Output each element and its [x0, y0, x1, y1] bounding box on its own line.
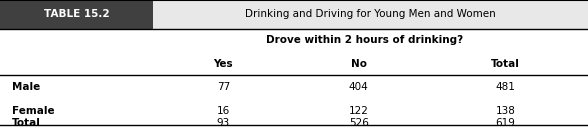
Text: Drinking and Driving for Young Men and Women: Drinking and Driving for Young Men and W… — [245, 9, 496, 19]
Text: 481: 481 — [496, 82, 516, 92]
Bar — [0, 0, 153, 29]
Text: TABLE 15.2: TABLE 15.2 — [44, 9, 109, 19]
Bar — [153, 0, 588, 29]
Text: Yes: Yes — [213, 59, 233, 69]
Text: 77: 77 — [217, 82, 230, 92]
Text: 93: 93 — [217, 119, 230, 128]
Text: Drove within 2 hours of drinking?: Drove within 2 hours of drinking? — [266, 35, 463, 45]
Text: No: No — [350, 59, 367, 69]
Text: Female: Female — [12, 106, 54, 115]
Text: Male: Male — [12, 82, 40, 92]
Text: Total: Total — [491, 59, 520, 69]
Text: Total: Total — [12, 119, 41, 128]
Text: 122: 122 — [349, 106, 369, 115]
Text: 619: 619 — [496, 119, 516, 128]
Text: 526: 526 — [349, 119, 369, 128]
Text: 404: 404 — [349, 82, 369, 92]
Text: 138: 138 — [496, 106, 516, 115]
Text: 16: 16 — [217, 106, 230, 115]
